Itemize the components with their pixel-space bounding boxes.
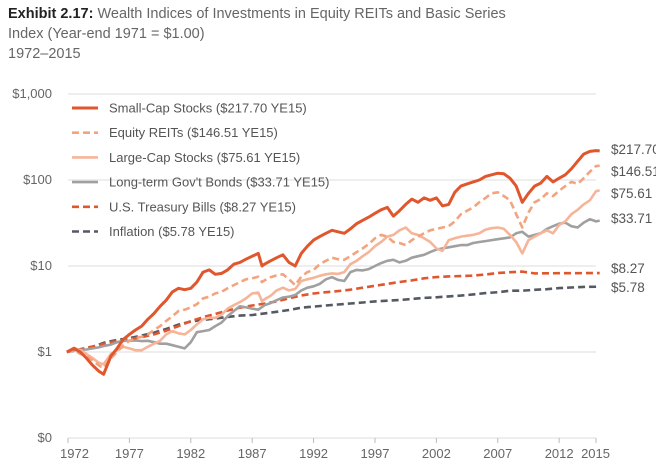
y-tick-label: $1,000	[12, 86, 52, 101]
series-line-3	[66, 217, 600, 354]
end-value-label: $33.71	[611, 211, 652, 226]
series-lines	[66, 149, 600, 376]
end-value-label: $146.51	[611, 164, 656, 179]
exhibit-label: Exhibit 2.17:	[8, 6, 94, 22]
chart-title: Exhibit 2.17: Wealth Indices of Investme…	[8, 6, 506, 22]
x-axis-ticks: 1972 1977 1982 1987 1992 1997 2002 2007 2012 2015	[60, 438, 610, 461]
x-tick-label: 1982	[176, 446, 205, 461]
series-line-1	[66, 164, 600, 370]
y-axis-ticks: $0 $1 $10 $100 $1,000	[12, 86, 52, 445]
x-tick-label: 2002	[422, 446, 451, 461]
x-tick-label: 1977	[115, 446, 144, 461]
x-tick-label: 1987	[238, 446, 267, 461]
chart-period: 1972–2015	[8, 46, 81, 62]
x-tick-label: 2007	[483, 446, 512, 461]
y-tick-label: $10	[30, 258, 52, 273]
end-value-label: $75.61	[611, 186, 652, 201]
chart-subtitle: Index (Year-end 1971 = $1.00)	[8, 26, 205, 42]
x-tick-label: 1992	[299, 446, 328, 461]
legend-label: Large-Cap Stocks ($75.61 YE15)	[109, 150, 300, 165]
y-tick-label: $0	[38, 430, 52, 445]
end-value-label: $5.78	[611, 280, 645, 295]
legend-label: Inflation ($5.78 YE15)	[109, 224, 235, 239]
end-value-labels: $217.70 $146.51 $75.61 $33.71 $8.27 $5.78	[611, 142, 656, 295]
legend-label: U.S. Treasury Bills ($8.27 YE15)	[109, 199, 296, 214]
end-value-label: $8.27	[611, 261, 645, 276]
legend-label: Equity REITs ($146.51 YE15)	[109, 125, 278, 140]
series-line-4	[66, 270, 600, 354]
end-value-label: $217.70	[611, 142, 656, 157]
x-tick-label: 1972	[60, 446, 89, 461]
x-tick-label: 2015	[581, 446, 610, 461]
x-tick-label: 2012	[545, 446, 574, 461]
legend-label: Small-Cap Stocks ($217.70 YE15)	[109, 101, 307, 116]
x-tick-label: 1997	[361, 446, 390, 461]
legend-label: Long-term Gov't Bonds ($33.71 YE15)	[109, 175, 329, 190]
gridlines	[68, 93, 596, 439]
series-line-0	[66, 149, 600, 376]
legend: Small-Cap Stocks ($217.70 YE15) Equity RE…	[72, 101, 329, 239]
series-line-5	[66, 285, 600, 354]
y-tick-label: $100	[23, 172, 52, 187]
y-tick-label: $1	[38, 344, 52, 359]
chart-title-text: Wealth Indices of Investments in Equity …	[97, 6, 506, 22]
series-line-2	[66, 189, 600, 366]
